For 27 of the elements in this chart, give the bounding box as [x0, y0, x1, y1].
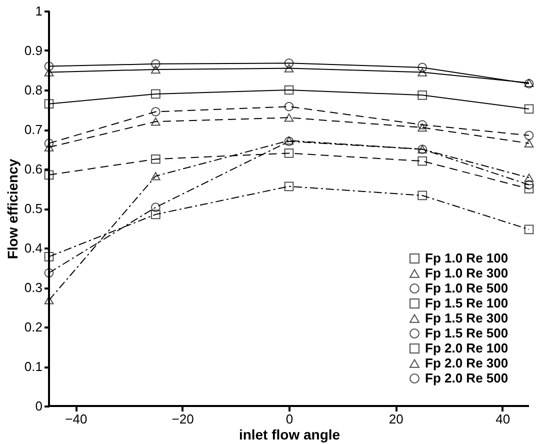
- legend-label: Fp 1.5 Re 300: [425, 310, 508, 326]
- y-tick-label: 0.1: [24, 359, 42, 374]
- x-tick-label: 40: [496, 412, 510, 426]
- y-tick-label: 0.3: [24, 280, 42, 295]
- x-tick-label: −20: [172, 412, 194, 426]
- y-tick-label: 0.2: [24, 320, 42, 334]
- legend-label: Fp 2.0 Re 100: [425, 340, 508, 356]
- y-tick-label: 0.7: [24, 122, 42, 137]
- y-tick-label: 0.6: [24, 162, 42, 176]
- y-tick-label: 0.5: [24, 201, 42, 216]
- x-axis-title: inlet flow angle: [238, 426, 340, 442]
- legend-label: Fp 1.0 Re 300: [425, 266, 508, 280]
- legend-label: Fp 1.0 Re 100: [425, 250, 508, 266]
- legend-label: Fp 1.5 Re 500: [425, 326, 508, 340]
- legend-label: Fp 1.0 Re 500: [425, 280, 508, 296]
- legend-label: Fp 2.0 Re 500: [425, 370, 508, 386]
- x-tick-label: −40: [65, 412, 88, 426]
- y-tick-label: 0.4: [24, 240, 42, 256]
- legend-label: Fp 2.0 Re 300: [425, 356, 508, 370]
- legend-label: Fp 1.5 Re 100: [425, 296, 508, 310]
- y-tick-label: 0.8: [24, 82, 42, 98]
- x-tick-label: 20: [388, 412, 404, 426]
- y-axis-title: Flow efficiency: [4, 158, 20, 260]
- x-tick-label: 0: [286, 412, 294, 426]
- y-tick-label: 1: [35, 4, 42, 18]
- y-tick-label: 0: [35, 398, 42, 414]
- y-tick-label: 0.9: [24, 43, 42, 58]
